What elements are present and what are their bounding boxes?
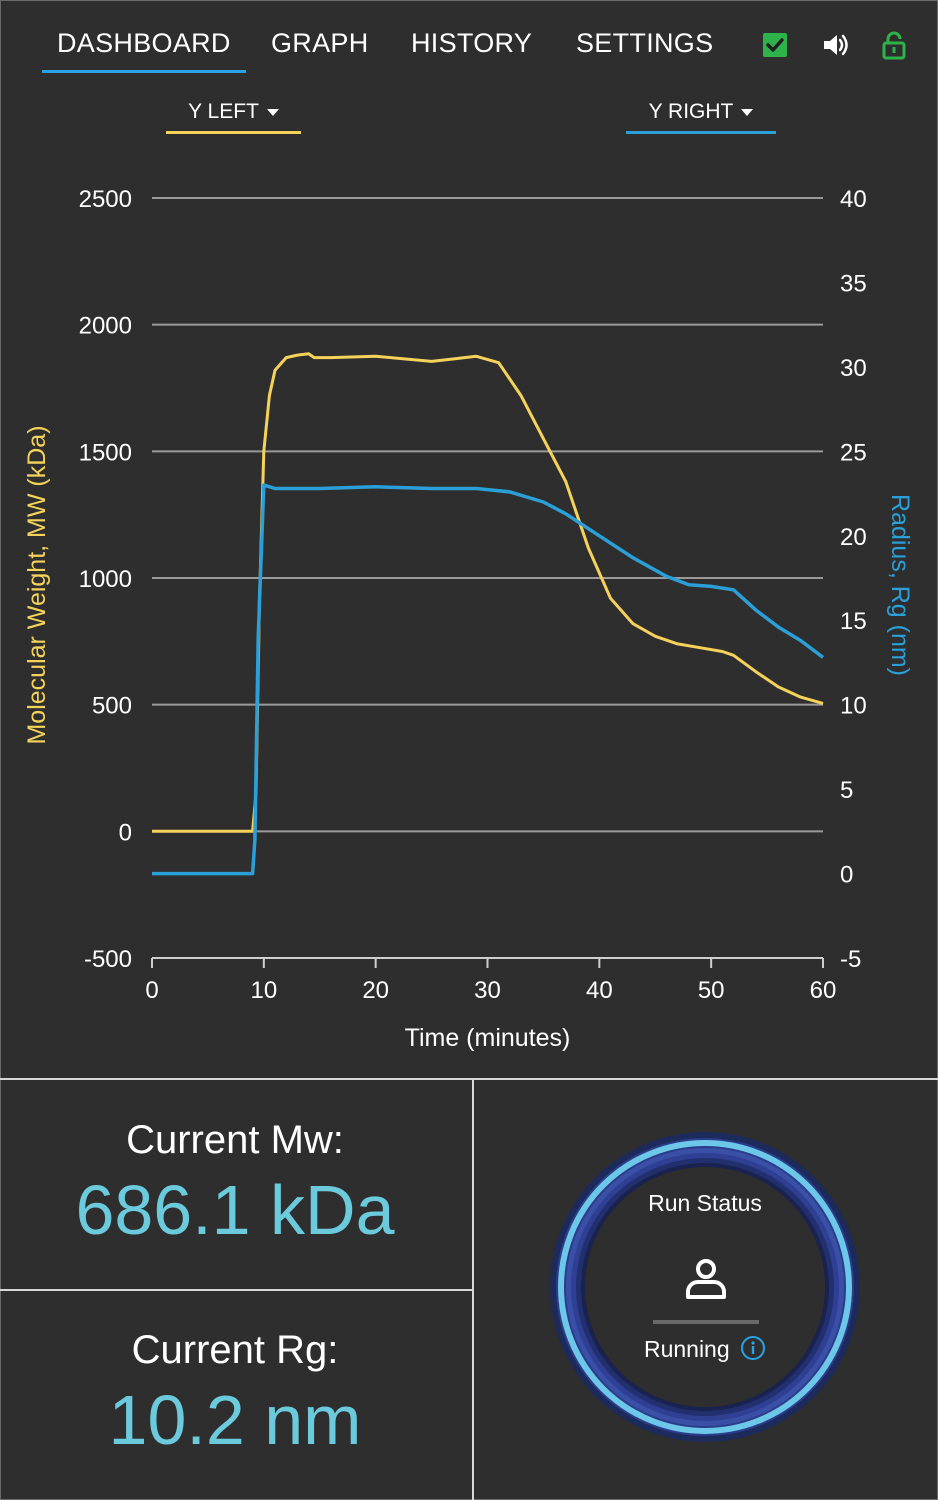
info-icon[interactable] [740, 1335, 766, 1367]
y-left-tick-label: 2500 [79, 186, 132, 213]
tab-graph[interactable]: GRAPH [271, 28, 369, 58]
y-left-selector[interactable]: Y LEFT [166, 100, 301, 134]
y-right-label: Y RIGHT [648, 100, 734, 123]
rg-series-line [152, 483, 825, 876]
divider-horizontal-top [0, 1078, 938, 1080]
mw-series-line [152, 352, 824, 833]
y-right-tick-label: 15 [840, 608, 867, 635]
current-rg-label: Current Rg: [131, 1328, 339, 1372]
tab-dashboard[interactable]: DASHBOARD [42, 28, 246, 73]
y-right-underline [626, 131, 776, 134]
y-left-label: Y LEFT [188, 100, 259, 123]
y-right-tick-label: 35 [840, 270, 867, 297]
chevron-down-icon [266, 108, 279, 116]
y-left-tick-label: 0 [119, 819, 132, 846]
tab-history[interactable]: HISTORY [411, 28, 533, 58]
top-nav: DASHBOARD GRAPH HISTORY SETTINGS [0, 0, 938, 80]
y-right-tick-label: 10 [840, 693, 867, 720]
x-tick-label: 10 [250, 977, 277, 1004]
tab-settings[interactable]: SETTINGS [576, 28, 714, 58]
current-mw-label: Current Mw: [126, 1118, 344, 1162]
x-tick-label: 50 [698, 977, 725, 1004]
run-status-title: Run Status [648, 1190, 762, 1216]
y-left-underline [166, 131, 301, 134]
user-icon [682, 1255, 730, 1303]
y-right-tick-label: -5 [840, 946, 861, 973]
y-right-selector[interactable]: Y RIGHT [626, 100, 776, 134]
x-tick-label: 40 [586, 977, 613, 1004]
run-status-label: Running [643, 1336, 730, 1363]
checkbox-checked-icon[interactable] [760, 30, 790, 60]
unlock-icon[interactable] [879, 30, 909, 60]
x-axis-label: Time (minutes) [405, 1024, 571, 1052]
y-left-tick-label: 2000 [79, 313, 132, 340]
divider-vertical [472, 1080, 474, 1500]
status-progress-bar [653, 1320, 759, 1324]
run-status-ring[interactable] [548, 1130, 862, 1444]
y-right-axis-label: Radius, Rg (nm) [886, 494, 914, 676]
y-right-tick-label: 30 [840, 355, 867, 382]
y-right-tick-label: 0 [840, 862, 853, 889]
y-right-tick-label: 5 [840, 777, 853, 804]
y-left-tick-label: 1500 [79, 439, 132, 466]
x-tick-label: 60 [810, 977, 837, 1004]
dual-axis-line-chart: 0 10 20 30 40 50 60 -500 0 500 1000 1500 2000 2500 -5 0… [23, 186, 914, 1052]
y-left-tick-label: 1000 [79, 566, 132, 593]
x-tick-label: 0 [145, 977, 158, 1004]
run-status-state: Running [548, 1335, 862, 1367]
y-right-tick-label: 25 [840, 439, 867, 466]
speaker-icon[interactable] [821, 30, 851, 60]
y-right-tick-label: 40 [840, 186, 867, 213]
y-left-axis-label: Molecular Weight, MW (kDa) [23, 425, 51, 744]
x-tick-label: 20 [362, 977, 389, 1004]
x-tick-label: 30 [474, 977, 501, 1004]
y-left-tick-label: -500 [84, 946, 132, 973]
divider-horizontal-mid [0, 1289, 473, 1291]
y-left-tick-label: 500 [92, 693, 132, 720]
current-mw-value: 686.1 kDa [75, 1171, 395, 1249]
y-right-tick-label: 20 [840, 524, 867, 551]
chevron-down-icon [741, 108, 754, 116]
current-rg-value: 10.2 nm [108, 1381, 362, 1459]
